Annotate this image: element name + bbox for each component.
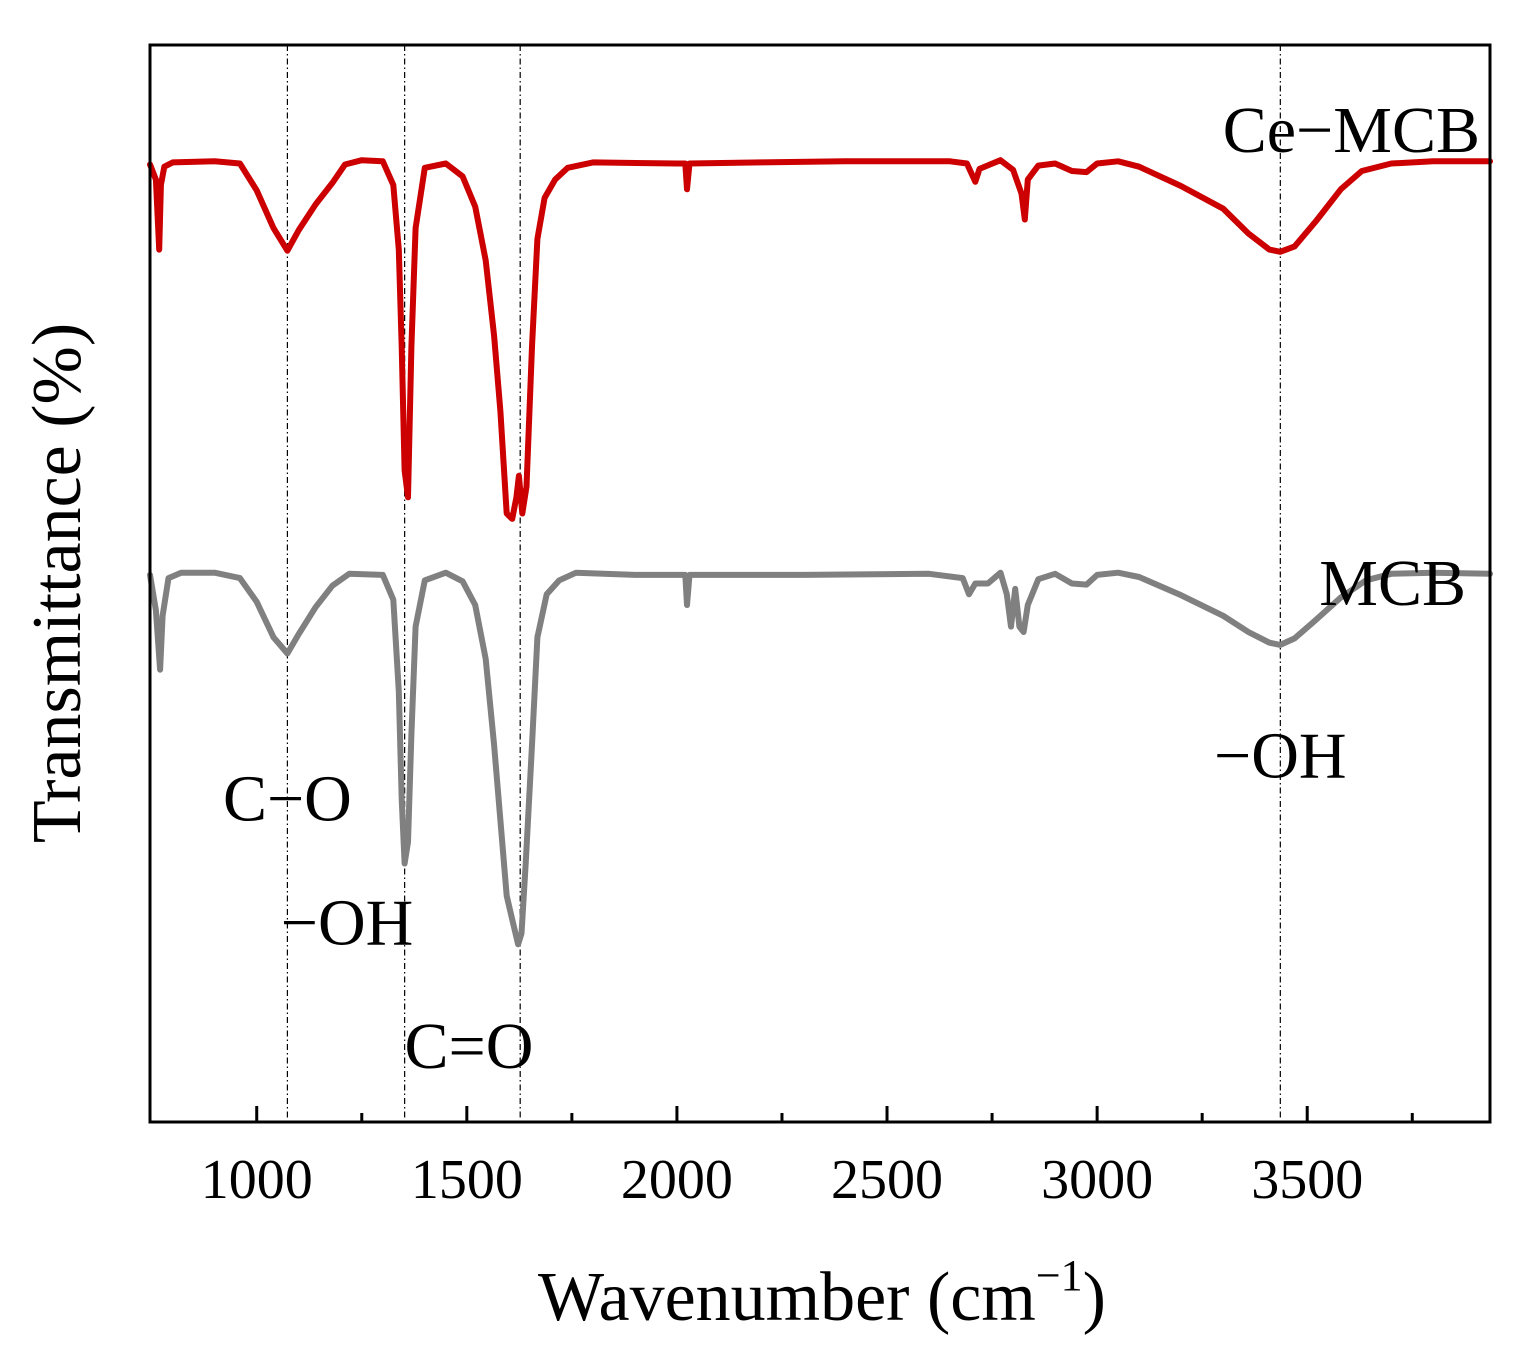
x-axis-title-superscript: −1 (1036, 1251, 1083, 1300)
x-tick-label: 3500 (1251, 1149, 1363, 1211)
x-tick-label: 3000 (1041, 1149, 1153, 1211)
x-axis-ticks (255, 1106, 1414, 1122)
y-axis-title: Transmittance (%) (19, 323, 96, 843)
peak-annotation: −OH (281, 886, 414, 959)
plot-frame (148, 43, 1492, 1124)
x-axis-title: Wavenumber (cm−1) (538, 1251, 1106, 1336)
x-tick-label: 1500 (411, 1149, 523, 1211)
reference-lines (286, 45, 1281, 1122)
series-line-ce-mcb (147, 157, 1493, 522)
x-axis-title-close: ) (1083, 1259, 1106, 1336)
peak-annotation: C−O (223, 762, 352, 835)
series-label-mcb: MCB (1319, 547, 1466, 620)
x-tick-label: 2500 (831, 1149, 943, 1211)
peak-annotation: C=O (404, 1010, 533, 1083)
series-label-ce-mcb: Ce−MCB (1223, 94, 1480, 167)
peak-annotation: −OH (1214, 719, 1347, 792)
x-axis-title-main: Wavenumber (cm (538, 1259, 1036, 1336)
spectra-series (147, 157, 1493, 948)
x-axis-tick-labels: 1000 1500 2000 2500 3000 3500 (201, 1149, 1363, 1211)
x-tick-label: 2000 (621, 1149, 733, 1211)
peak-annotations: C−O −OH C=O −OH (223, 719, 1347, 1083)
series-line-mcb (147, 569, 1493, 948)
x-tick-label: 1000 (201, 1149, 313, 1211)
